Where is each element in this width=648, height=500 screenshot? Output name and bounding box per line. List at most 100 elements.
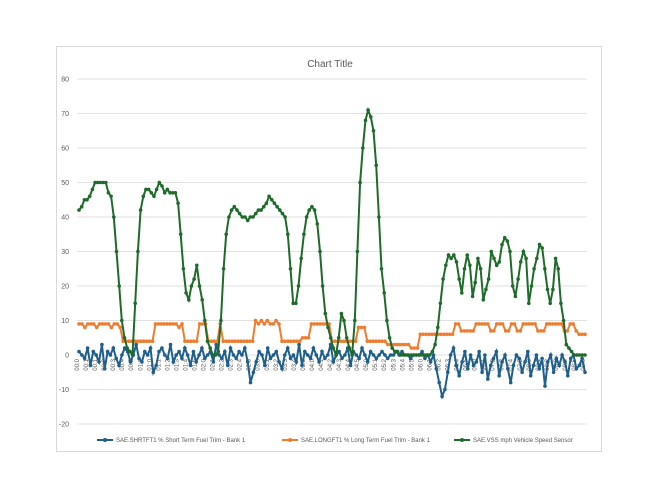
data-point <box>188 363 193 368</box>
data-point <box>524 256 528 261</box>
data-point <box>262 322 267 326</box>
data-point <box>366 108 370 112</box>
data-point <box>529 284 534 288</box>
data-point <box>265 346 270 350</box>
data-point <box>91 322 96 326</box>
data-point <box>326 325 330 330</box>
data-point <box>231 353 236 357</box>
data-point <box>194 339 199 344</box>
data-point <box>227 339 231 344</box>
legend-item: SAE.SHRTFT1 % Short Term Fuel Trim - Ban… <box>97 438 246 444</box>
data-point <box>136 339 140 344</box>
data-point <box>157 180 162 185</box>
data-point <box>417 353 421 357</box>
data-point <box>497 322 502 326</box>
data-point <box>430 332 434 337</box>
data-point <box>106 191 111 195</box>
data-point <box>557 363 562 368</box>
data-point <box>568 356 573 361</box>
data-point <box>371 129 376 133</box>
data-point <box>443 387 447 392</box>
data-point <box>321 322 326 326</box>
data-point <box>362 325 367 330</box>
data-point <box>537 367 542 371</box>
data-point <box>521 249 526 254</box>
data-point <box>303 336 308 340</box>
data-point <box>263 363 267 368</box>
data-point <box>356 325 361 330</box>
data-point <box>403 342 408 347</box>
data-point <box>156 322 161 326</box>
data-point <box>463 349 467 354</box>
data-point <box>122 336 127 340</box>
data-point <box>134 342 138 347</box>
data-point <box>82 356 87 361</box>
data-point <box>363 353 367 357</box>
data-point <box>520 370 524 375</box>
data-point <box>83 325 87 330</box>
data-point <box>448 353 453 357</box>
data-point <box>91 349 96 354</box>
data-point <box>331 360 336 364</box>
data-point <box>248 215 253 219</box>
data-point <box>449 256 453 261</box>
data-point <box>460 291 464 295</box>
x-tick-label: 07:0 <box>473 358 479 370</box>
x-tick-label: 08:3 <box>554 358 560 370</box>
data-point <box>518 329 523 333</box>
data-point <box>580 332 584 337</box>
data-point <box>506 329 511 333</box>
data-point <box>278 208 282 212</box>
data-point <box>209 339 214 344</box>
data-point <box>559 301 563 306</box>
data-point <box>383 353 387 357</box>
data-point <box>291 353 296 357</box>
data-point <box>77 322 81 326</box>
data-point <box>368 349 373 354</box>
data-point <box>430 349 435 354</box>
data-point <box>454 363 459 368</box>
data-point <box>270 198 274 202</box>
data-point <box>111 346 116 350</box>
data-point <box>148 346 153 350</box>
data-point <box>147 339 152 344</box>
x-tick-label: 01:2 <box>165 358 171 370</box>
data-point <box>211 353 215 357</box>
data-point <box>539 329 543 333</box>
data-point <box>457 373 462 378</box>
data-point <box>564 342 569 347</box>
data-point <box>334 353 338 357</box>
data-point <box>228 346 233 350</box>
data-point <box>543 384 547 388</box>
legend-marker <box>288 438 292 442</box>
data-point <box>184 291 188 295</box>
data-point <box>474 322 479 326</box>
data-point <box>187 298 191 302</box>
data-point <box>310 204 314 209</box>
data-point <box>85 198 89 202</box>
data-point <box>157 349 161 354</box>
data-point <box>431 353 436 357</box>
data-point <box>314 353 319 357</box>
data-point <box>312 322 317 326</box>
data-point <box>385 318 389 323</box>
data-point <box>492 256 496 261</box>
data-point <box>315 322 320 326</box>
data-point <box>257 349 261 354</box>
data-point <box>377 353 382 357</box>
data-point <box>180 322 184 326</box>
data-point <box>354 353 359 357</box>
data-point <box>94 325 99 330</box>
data-point <box>427 332 431 337</box>
data-point <box>548 301 552 306</box>
data-point <box>360 346 364 350</box>
x-tick-label: 04:5 <box>355 358 361 370</box>
data-point <box>308 356 313 361</box>
data-point <box>121 339 125 344</box>
data-point <box>140 360 144 364</box>
data-point <box>531 363 536 368</box>
data-point <box>477 349 482 354</box>
data-point <box>419 353 424 357</box>
x-axis-ticks: 00:0 00:1 00:1 00:2 00:3 00:4 00:5 01:0 01:0 01:1… <box>75 358 587 370</box>
x-tick-label: 04:2 <box>328 358 334 370</box>
